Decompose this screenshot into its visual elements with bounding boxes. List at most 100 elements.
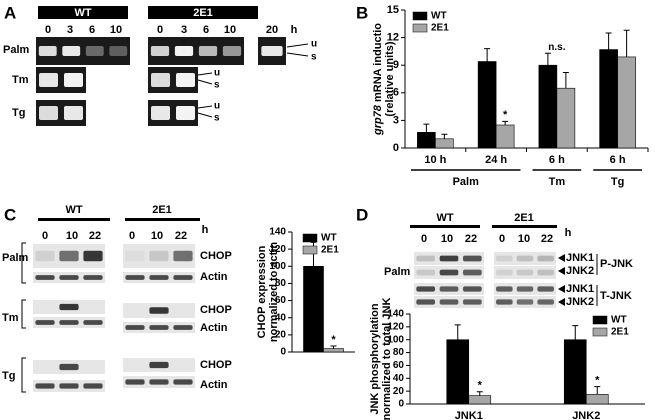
- blot-band: [149, 307, 169, 314]
- error-bar: [502, 120, 509, 125]
- blot-label: T-JNK: [600, 290, 632, 302]
- bar: [477, 61, 497, 149]
- legend-label: WT: [431, 11, 447, 22]
- y-axis-label-italic: grp78: [372, 104, 384, 136]
- band-label: s: [214, 113, 220, 124]
- blot-band: [516, 255, 534, 262]
- y-tick-label: 140: [387, 309, 404, 320]
- blot-band: [496, 269, 513, 276]
- x-tick-label: 24 h: [485, 154, 507, 166]
- time-unit: h: [202, 224, 209, 236]
- blot-band: [496, 286, 513, 292]
- blot-band: [537, 269, 554, 276]
- blot-band: [125, 379, 145, 385]
- y-tick-label: 60: [393, 360, 405, 371]
- gel-band: [38, 46, 57, 56]
- y-tick-label: 100: [269, 261, 286, 272]
- panel-letter: A: [4, 3, 16, 22]
- gel-band: [151, 73, 170, 87]
- error-bar: [572, 325, 579, 340]
- isoform-label: JNK2: [566, 265, 594, 277]
- blot-label: P-JNK: [600, 258, 633, 270]
- annotation: *: [478, 380, 483, 392]
- gel-band: [64, 73, 83, 87]
- time-label: 22: [89, 230, 101, 242]
- legend-swatch: [592, 327, 608, 337]
- blot-band: [59, 320, 79, 325]
- blot-band: [537, 299, 554, 305]
- time-label: 0: [45, 24, 51, 36]
- band-label: s: [214, 80, 220, 91]
- group-label: Palm: [453, 176, 480, 188]
- blot-band: [439, 299, 459, 305]
- group-bar: [492, 225, 557, 228]
- bar: [538, 64, 558, 149]
- group-label: WT: [436, 212, 453, 224]
- protein-label: CHOP: [200, 359, 232, 371]
- y-axis-label-text: JNK phosphorylation: [369, 303, 381, 415]
- y-tick-label: 80: [393, 347, 405, 358]
- y-axis-label: JNK phosphorylation: [369, 303, 381, 415]
- time-label: 10: [441, 233, 453, 245]
- gel-band: [109, 46, 128, 56]
- y-tick-label: 60: [275, 295, 287, 306]
- legend-label: WT: [321, 233, 337, 244]
- legend-label: WT: [611, 315, 627, 326]
- time-label: 10: [66, 230, 78, 242]
- blot: [494, 266, 556, 279]
- legend-label: 2E1: [611, 327, 629, 338]
- group-label: WT: [65, 204, 82, 216]
- y-tick-label: 0: [393, 142, 399, 154]
- blot-band: [439, 255, 459, 262]
- gel-images: [33, 37, 556, 392]
- group-label: Tg: [611, 176, 624, 188]
- error-bar: [454, 324, 461, 340]
- bar: [323, 348, 344, 353]
- error-bar: [484, 48, 491, 62]
- y-axis-label-2: normalized to total JNK: [381, 298, 393, 420]
- time-label: 22: [541, 233, 553, 245]
- panel-letter: D: [356, 205, 368, 224]
- blot-band: [173, 275, 193, 280]
- protein-label: Actin: [200, 271, 228, 283]
- isoform-label: JNK2: [566, 296, 594, 308]
- band-arrows: [558, 254, 565, 306]
- gel-band: [64, 106, 83, 120]
- time-label: 0: [499, 233, 505, 245]
- blot-band: [35, 383, 55, 389]
- y-tick-label: 140: [269, 227, 286, 238]
- time-label: 0: [129, 230, 135, 242]
- y-tick-label: 80: [275, 278, 287, 289]
- blot-band: [59, 363, 79, 371]
- blot-band: [59, 250, 79, 262]
- blot-band: [35, 275, 55, 280]
- group-bar: [38, 218, 110, 221]
- blot-band: [516, 269, 534, 276]
- blot-band: [125, 250, 145, 262]
- bar: [468, 395, 492, 405]
- time-label: 22: [465, 233, 477, 245]
- band-label: s: [311, 52, 317, 63]
- y-tick-label: 3: [393, 114, 399, 126]
- bar: [417, 132, 436, 149]
- blot-band: [463, 255, 482, 262]
- blot-band: [463, 299, 482, 305]
- gel-band: [85, 46, 104, 56]
- error-bar: [623, 29, 630, 57]
- time-label: 3: [181, 24, 187, 36]
- y-tick-label: 0: [398, 399, 404, 410]
- row-label: Tg: [2, 370, 15, 382]
- blot-band: [59, 383, 79, 389]
- y-axis-label-2: normalized to actin: [268, 242, 280, 343]
- blot-band: [496, 255, 513, 262]
- protein-label: Actin: [200, 322, 228, 334]
- error-bar: [330, 345, 337, 349]
- blot-band: [125, 275, 145, 280]
- error-bar: [605, 32, 612, 50]
- gel-band: [261, 46, 283, 56]
- blot-band: [173, 325, 193, 330]
- y-tick-label: 20: [275, 329, 287, 340]
- protein-label: Actin: [200, 379, 228, 391]
- error-bar: [441, 133, 448, 139]
- row-label: Tg: [12, 107, 25, 119]
